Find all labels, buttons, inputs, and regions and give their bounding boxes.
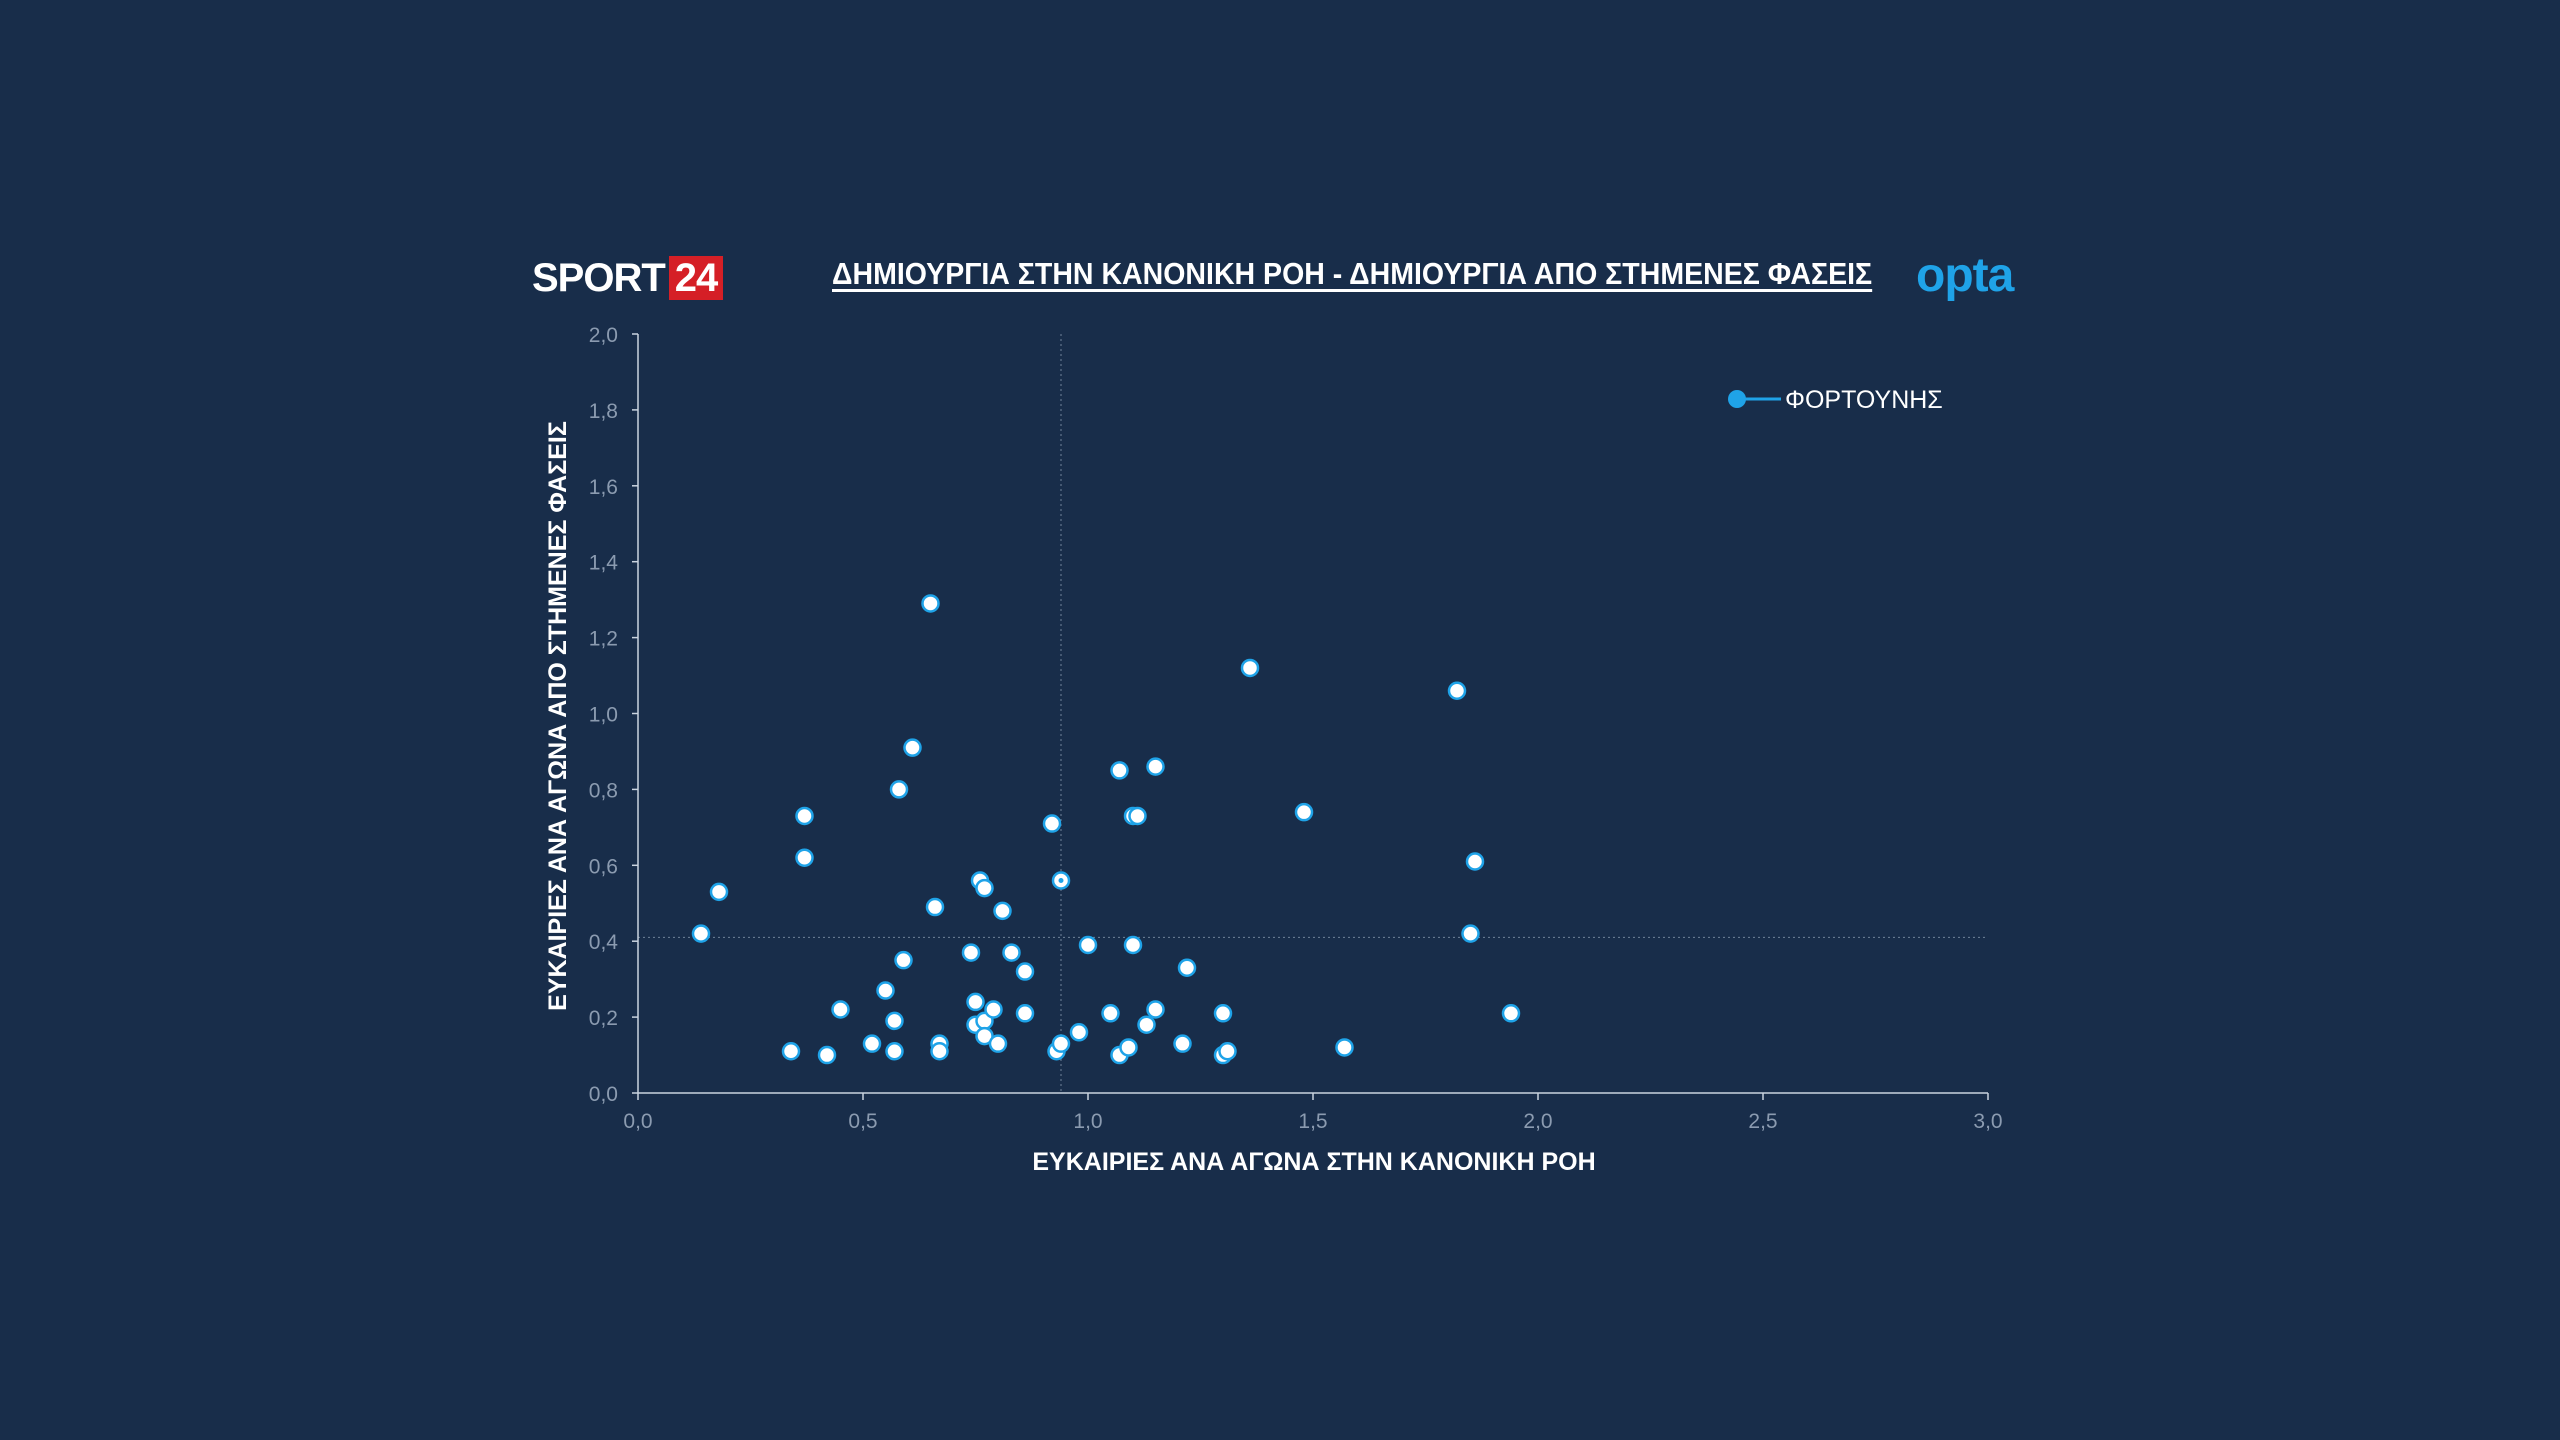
y-tick-label: 1,8 bbox=[589, 400, 618, 423]
x-tick-label: 3,0 bbox=[1973, 1110, 2002, 1133]
sport24-logo-number: 24 bbox=[668, 256, 724, 300]
data-point bbox=[795, 806, 814, 826]
y-tick-label: 1,2 bbox=[589, 628, 618, 651]
x-tick-label: 2,0 bbox=[1523, 1110, 1552, 1133]
data-point bbox=[1110, 761, 1129, 780]
y-tick-label: 0,8 bbox=[589, 779, 618, 802]
data-point bbox=[1042, 814, 1062, 833]
data-point bbox=[1213, 1004, 1233, 1023]
legend: ΦΟΡΤΟΥΝΗΣ bbox=[1728, 386, 1943, 414]
data-point bbox=[709, 882, 729, 902]
x-tick-label: 1,0 bbox=[1073, 1110, 1102, 1133]
data-point bbox=[961, 943, 981, 962]
data-point bbox=[1146, 757, 1165, 776]
data-point bbox=[1123, 935, 1143, 955]
data-point bbox=[1461, 924, 1480, 943]
data-point bbox=[1501, 1004, 1521, 1023]
data-point bbox=[885, 1042, 904, 1061]
data-point bbox=[831, 1000, 850, 1019]
y-tick-label: 0,0 bbox=[589, 1083, 618, 1106]
data-point bbox=[925, 897, 945, 917]
y-tick-label: 2,0 bbox=[589, 324, 618, 347]
x-tick-label: 0,5 bbox=[848, 1110, 877, 1133]
data-point bbox=[930, 1042, 949, 1061]
data-point bbox=[921, 594, 940, 613]
data-point bbox=[1294, 802, 1314, 822]
data-point bbox=[1240, 658, 1260, 678]
opta-logo: opta bbox=[1916, 249, 2014, 302]
y-tick-label: 1,0 bbox=[589, 704, 618, 727]
highlighted-point-dot bbox=[1058, 877, 1064, 883]
x-tick-label: 0,0 bbox=[623, 1110, 652, 1133]
data-point bbox=[1015, 1004, 1035, 1023]
data-point bbox=[781, 1042, 801, 1061]
data-point bbox=[975, 878, 994, 898]
sport24-logo: SPORT 24 bbox=[532, 254, 724, 302]
data-point bbox=[993, 901, 1012, 921]
data-point bbox=[876, 981, 895, 1000]
data-point bbox=[885, 1011, 904, 1031]
data-point bbox=[1335, 1038, 1354, 1057]
data-point bbox=[1002, 943, 1021, 962]
x-tick-label: 1,5 bbox=[1298, 1110, 1327, 1133]
legend-entry-label: ΦΟΡΤΟΥΝΗΣ bbox=[1785, 386, 1943, 414]
data-point bbox=[795, 848, 814, 867]
data-point bbox=[817, 1045, 837, 1065]
data-point bbox=[862, 1034, 882, 1053]
data-point bbox=[1128, 806, 1147, 826]
data-point bbox=[1119, 1038, 1138, 1057]
data-point bbox=[903, 738, 922, 757]
x-tick-label: 2,5 bbox=[1748, 1110, 1777, 1133]
data-point bbox=[966, 992, 985, 1012]
chart-axes bbox=[632, 333, 1989, 1100]
y-tick-label: 0,2 bbox=[589, 1007, 618, 1030]
data-point bbox=[1015, 962, 1035, 981]
data-point bbox=[1218, 1042, 1237, 1061]
reference-lines bbox=[638, 334, 1988, 1093]
data-point bbox=[1447, 681, 1467, 700]
y-axis-label: ΕΥΚΑΙΡΙΕΣ ΑΝΑ ΑΓΩΝΑ ΑΠΟ ΣΤΗΜΕΝΕΣ ΦΑΣΕΙΣ bbox=[544, 421, 572, 1011]
legend-marker bbox=[1728, 390, 1746, 408]
data-point bbox=[1177, 958, 1197, 978]
data-point bbox=[975, 1026, 994, 1046]
data-point bbox=[1051, 1034, 1071, 1053]
data-point bbox=[1101, 1004, 1120, 1023]
data-point bbox=[1465, 852, 1485, 871]
x-axis-label: ΕΥΚΑΙΡΙΕΣ ΑΝΑ ΑΓΩΝΑ ΣΤΗΝ ΚΑΝΟΝΙΚΗ ΡΟΗ bbox=[1032, 1148, 1595, 1176]
data-point bbox=[988, 1034, 1008, 1053]
sport24-logo-text: SPORT bbox=[532, 256, 666, 300]
data-point bbox=[889, 780, 909, 799]
data-point bbox=[1078, 935, 1098, 955]
data-points bbox=[691, 594, 1521, 1065]
y-tick-label: 0,4 bbox=[589, 931, 619, 954]
data-point bbox=[984, 1000, 1003, 1019]
data-point bbox=[1146, 1000, 1165, 1019]
y-tick-label: 0,6 bbox=[589, 855, 618, 878]
data-point bbox=[1069, 1023, 1089, 1042]
data-point bbox=[894, 950, 913, 970]
chart-title: ΔΗΜΙΟΥΡΓΙΑ ΣΤΗΝ ΚΑΝΟΝΙΚΗ ΡΟΗ - ΔΗΜΙΟΥΡΓΙ… bbox=[832, 256, 1873, 291]
y-tick-label: 1,4 bbox=[589, 552, 619, 575]
tick-labels: 0,0 0,5 1,0 1,5 2,0 2,5 3,0 0,0 0,2 0,4 0,6 0,8 1,0 1… bbox=[589, 324, 2003, 1133]
data-point bbox=[691, 924, 711, 943]
data-point bbox=[1137, 1015, 1156, 1034]
y-tick-label: 1,6 bbox=[589, 476, 618, 499]
data-point bbox=[1173, 1034, 1192, 1053]
